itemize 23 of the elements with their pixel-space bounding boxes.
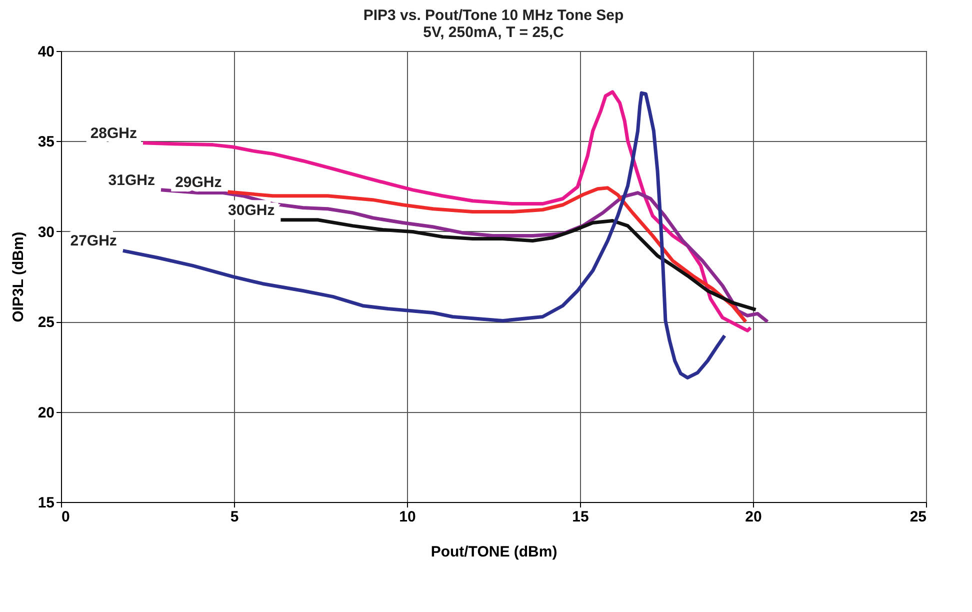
x-tick-label: 10 [399,508,416,526]
line-series [278,218,758,312]
line-series [226,186,748,324]
y-tick-label: 40 [38,44,54,60]
x-tick-label: 5 [230,508,239,526]
line-series [159,188,770,324]
y-tick-label: 25 [38,314,54,332]
series-label: 27GHz [70,232,117,250]
text: 5V, 250mA, T = 25,C [423,24,564,41]
y-tick-label: 35 [38,134,54,151]
y-axis-title: OIP3L (dBm) [10,232,27,322]
y-tick-label: 15 [38,494,54,512]
series-label: 31GHz [108,172,155,189]
x-tick-label: 15 [572,508,589,526]
x-tick-label: 20 [745,508,762,526]
series-label: 28GHz [90,124,137,142]
y-tick-label: 20 [38,404,54,422]
x-axis-title: Pout/TONE (dBm) [430,544,558,560]
series-label: 29GHz [175,174,222,191]
x-tick-label: 25 [910,508,926,526]
y-tick-label: 30 [38,224,54,241]
text: PIP3 vs. Pout/Tone 10 MHz Tone Sep [363,7,624,24]
x-tick-label: 0 [62,508,70,526]
